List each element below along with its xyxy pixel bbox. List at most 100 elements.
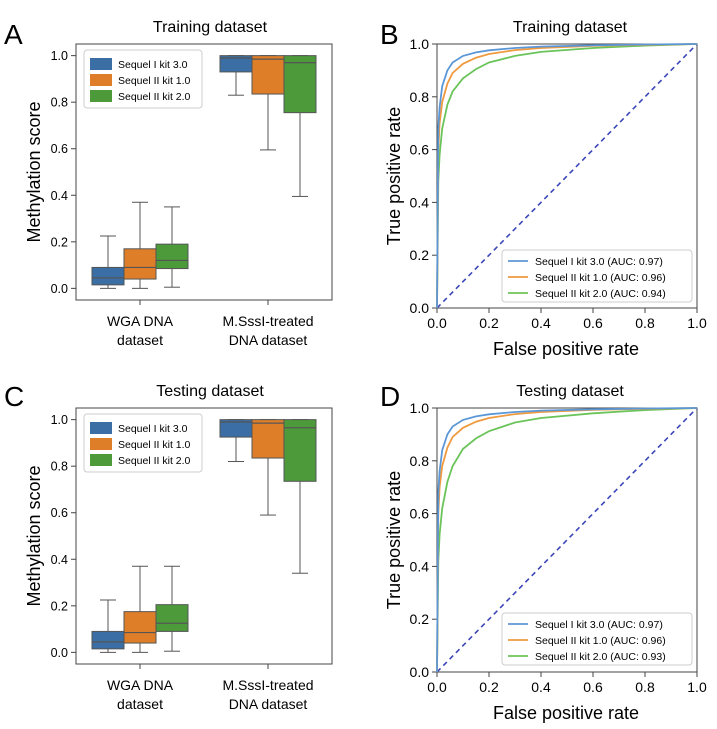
box-1-0 [219, 55, 253, 96]
legend-label: Sequel I kit 3.0 (AUC: 0.97) [535, 619, 663, 631]
x-category-label: dataset [117, 696, 163, 712]
x-axis-label: False positive rate [493, 703, 639, 723]
x-tick-label: 0.4 [531, 315, 551, 331]
y-tick-label: 0.8 [410, 453, 430, 469]
legend-label: Sequel II kit 2.0 [118, 455, 191, 467]
chance-diagonal [436, 407, 698, 673]
y-tick-label: 0.6 [410, 506, 430, 522]
box-iqr [155, 243, 189, 270]
box-iqr [251, 419, 285, 459]
x-tick-label: 0.2 [479, 315, 499, 331]
legend: Sequel I kit 3.0 (AUC: 0.97) Sequel II ki… [501, 612, 693, 666]
y-tick-label: 0.6 [51, 506, 68, 520]
box-1-2 [283, 55, 317, 197]
y-tick-label: 0.6 [410, 142, 430, 158]
y-tick-label: 0.4 [410, 558, 430, 574]
box-0-1 [123, 565, 157, 653]
y-axis-label: True positive rate [384, 107, 404, 245]
y-tick-label: 1.0 [410, 400, 430, 416]
box-iqr [155, 604, 189, 632]
x-tick-label: 0.6 [583, 315, 603, 331]
x-tick-label: 0.8 [635, 315, 655, 331]
y-tick-label: 0.2 [51, 599, 68, 613]
box-iqr [283, 419, 317, 482]
box-1-1 [251, 419, 285, 516]
y-tick-label: 1.0 [51, 49, 68, 63]
box-0-2 [155, 565, 189, 652]
y-tick-label: 0.8 [410, 89, 430, 105]
panel-letter-b: B [380, 19, 399, 50]
legend-label: Sequel II kit 2.0 (AUC: 0.93) [535, 651, 666, 663]
legend-frame [501, 249, 693, 303]
y-axis-label: True positive rate [384, 471, 404, 609]
x-tick-label: 0.6 [583, 679, 603, 695]
roc-curve-1 [436, 43, 698, 309]
x-tick-label: 0.2 [479, 679, 499, 695]
y-tick-label: 1.0 [51, 413, 68, 427]
chart-title: Training dataset [513, 19, 628, 36]
chance-diagonal [436, 43, 698, 309]
panel-a: A Training dataset 0.0 0.2 0.4 0.6 0.8 1.0 Methy… [4, 19, 333, 348]
plot-frame [75, 407, 333, 665]
legend: Sequel I kit 3.0 (AUC: 0.97) Sequel II ki… [501, 249, 693, 303]
x-tick-label: 0.4 [531, 679, 551, 695]
y-tick-label: 0.0 [51, 646, 68, 660]
legend-frame [83, 49, 203, 109]
legend: Sequel I kit 3.0 Sequel II kit 1.0 Sequel … [83, 49, 203, 109]
box-iqr [251, 55, 285, 95]
x-tick-label: 0.8 [635, 679, 655, 695]
box-iqr [283, 55, 317, 114]
x-category-label: M.SssI-treated [222, 313, 313, 329]
y-tick-label: 0.0 [51, 282, 68, 296]
x-tick-label: 0.0 [427, 679, 447, 695]
chart-title: Training dataset [153, 19, 268, 36]
legend-swatch [90, 58, 112, 70]
x-category-label: WGA DNA [107, 313, 174, 329]
legend-label: Sequel I kit 3.0 [118, 423, 188, 435]
y-tick-label: 0.2 [410, 247, 430, 263]
legend-swatch [90, 422, 112, 434]
plot-frame [436, 407, 698, 673]
legend: Sequel I kit 3.0 Sequel II kit 1.0 Sequel … [83, 413, 203, 473]
roc-curve-3 [436, 407, 698, 673]
y-tick-label: 0.4 [51, 553, 68, 567]
legend-swatch [90, 74, 112, 86]
y-tick-label: 0.2 [51, 235, 68, 249]
box-0-2 [155, 206, 189, 288]
box-0-1 [123, 201, 157, 289]
legend-label: Sequel II kit 2.0 (AUC: 0.94) [535, 288, 666, 300]
y-tick-label: 0.8 [51, 96, 68, 110]
y-tick-label: 0.6 [51, 142, 68, 156]
panel-letter-c: C [4, 381, 24, 412]
box-0-0 [91, 235, 125, 289]
x-tick-label: 0.0 [427, 315, 447, 331]
legend-swatch [90, 454, 112, 466]
x-category-label: M.SssI-treated [222, 677, 313, 693]
y-tick-label: 0.4 [410, 194, 430, 210]
legend-label: Sequel II kit 1.0 (AUC: 0.96) [535, 272, 666, 284]
y-tick-label: 0.0 [410, 664, 430, 680]
box-1-0 [219, 419, 253, 463]
panel-letter-d: D [380, 381, 400, 412]
legend-frame [83, 413, 203, 473]
box-1-1 [251, 55, 285, 151]
y-tick-label: 0.0 [410, 300, 430, 316]
legend-swatch [90, 438, 112, 450]
roc-curve-3 [436, 43, 698, 309]
legend-label: Sequel I kit 3.0 [118, 59, 188, 71]
box-iqr [123, 248, 157, 280]
chart-title: Testing dataset [156, 383, 264, 400]
y-tick-label: 0.4 [51, 189, 68, 203]
x-tick-label: 1.0 [687, 679, 707, 695]
box-iqr [91, 630, 125, 650]
roc-curve-1 [436, 407, 698, 673]
x-category-label: DNA dataset [229, 696, 308, 712]
panel-b: B Training dataset 0.0 0.2 0.4 0.6 0.8 1.0 0.0 0.… [380, 19, 707, 359]
x-tick-label: 1.0 [687, 315, 707, 331]
panel-letter-a: A [4, 19, 23, 50]
box-0-0 [91, 599, 125, 653]
x-category-label: DNA dataset [229, 332, 308, 348]
box-1-2 [283, 419, 317, 574]
y-tick-label: 0.2 [410, 611, 430, 627]
